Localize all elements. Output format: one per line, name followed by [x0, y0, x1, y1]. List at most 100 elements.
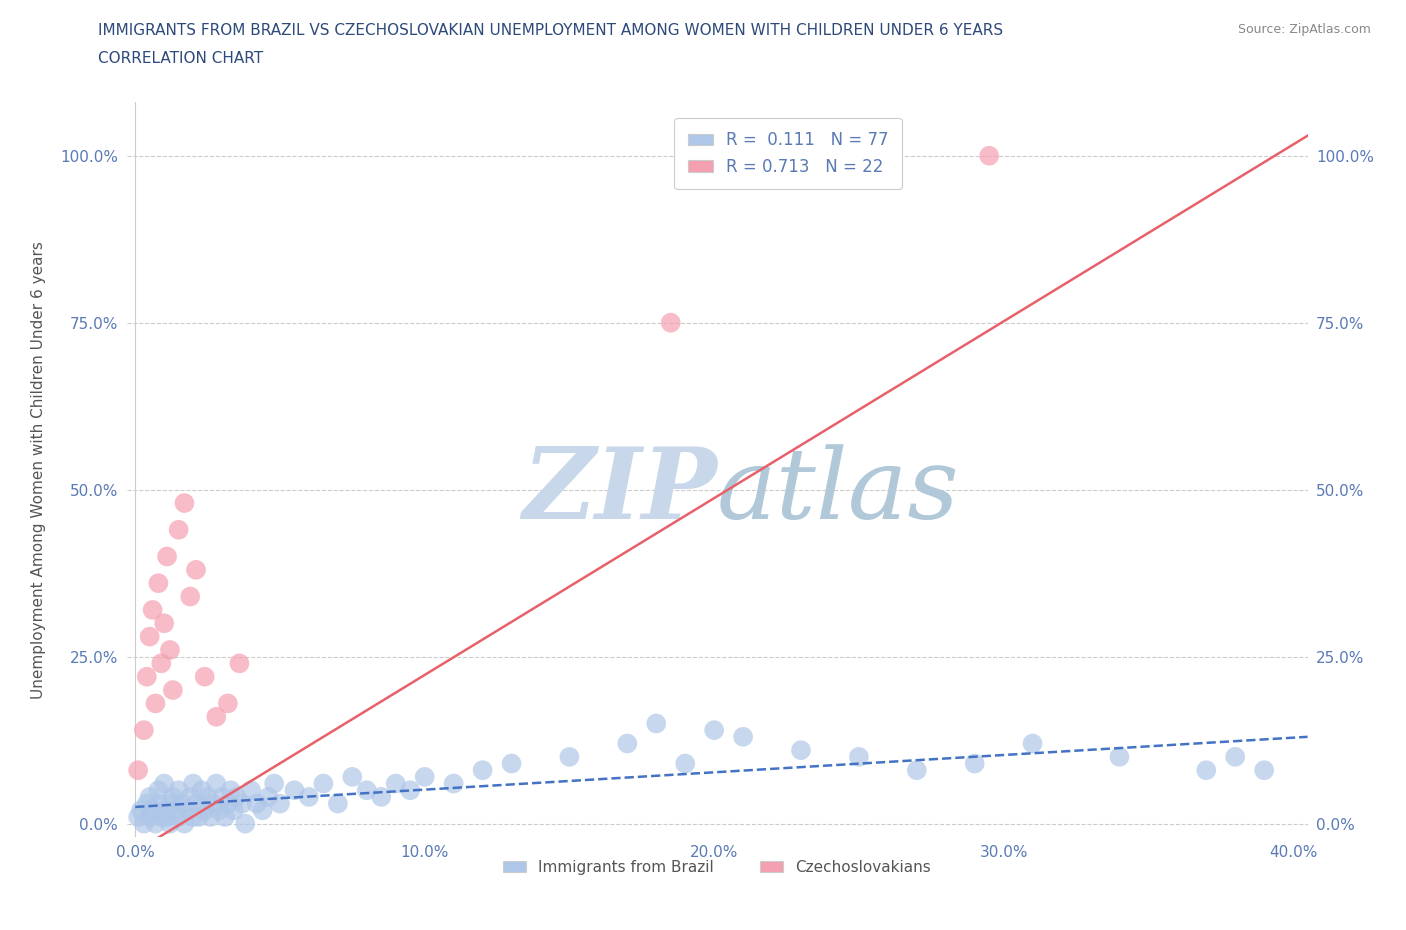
Point: [159, 643, 181, 658]
Point: [135, 670, 157, 684]
Point: [165, 803, 187, 817]
Point: [214, 809, 236, 824]
Point: [145, 696, 167, 711]
Point: [240, 783, 263, 798]
Point: [167, 809, 190, 824]
Point: [162, 683, 184, 698]
Point: [173, 496, 195, 511]
Point: [200, 809, 222, 824]
Point: [142, 603, 165, 618]
Point: [167, 523, 190, 538]
Point: [159, 817, 181, 831]
Text: IMMIGRANTS FROM BRAZIL VS CZECHOSLOVAKIAN UNEMPLOYMENT AMONG WOMEN WITH CHILDREN: IMMIGRANTS FROM BRAZIL VS CZECHOSLOVAKIA…: [98, 23, 1004, 38]
Point: [184, 796, 207, 811]
Point: [148, 576, 170, 591]
Point: [148, 783, 170, 798]
Point: [132, 723, 155, 737]
Point: [170, 796, 193, 811]
Point: [848, 750, 870, 764]
Point: [963, 756, 986, 771]
Point: [616, 736, 638, 751]
Point: [225, 790, 247, 804]
Text: Source: ZipAtlas.com: Source: ZipAtlas.com: [1237, 23, 1371, 36]
Point: [1253, 763, 1275, 777]
Point: [413, 769, 436, 784]
Point: [356, 783, 378, 798]
Point: [1108, 750, 1130, 764]
Point: [228, 656, 250, 671]
Point: [703, 723, 725, 737]
Point: [283, 783, 305, 798]
Point: [181, 809, 204, 824]
Point: [127, 809, 149, 824]
Point: [197, 790, 219, 804]
Point: [326, 796, 349, 811]
Point: [191, 783, 214, 798]
Point: [156, 809, 179, 824]
Point: [733, 729, 755, 744]
Point: [142, 803, 165, 817]
Point: [208, 803, 231, 817]
Point: [138, 809, 160, 824]
Point: [1021, 736, 1043, 751]
Point: [156, 549, 179, 564]
Point: [257, 790, 280, 804]
Point: [153, 616, 176, 631]
Point: [184, 563, 207, 578]
Point: [150, 809, 173, 824]
Point: [159, 796, 181, 811]
Point: [905, 763, 928, 777]
Point: [129, 803, 152, 817]
Point: [138, 790, 160, 804]
Point: [145, 817, 167, 831]
Point: [181, 777, 204, 791]
Point: [132, 817, 155, 831]
Y-axis label: Unemployment Among Women with Children Under 6 years: Unemployment Among Women with Children U…: [31, 241, 46, 698]
Point: [312, 777, 335, 791]
Point: [246, 796, 269, 811]
Point: [269, 796, 291, 811]
Point: [162, 790, 184, 804]
Point: [173, 817, 195, 831]
Point: [252, 803, 274, 817]
Point: [217, 696, 239, 711]
Point: [384, 777, 406, 791]
Point: [179, 790, 201, 804]
Point: [501, 756, 523, 771]
Point: [222, 803, 245, 817]
Point: [205, 710, 228, 724]
Text: atlas: atlas: [717, 444, 960, 539]
Point: [659, 315, 682, 330]
Point: [399, 783, 422, 798]
Point: [179, 589, 201, 604]
Point: [1225, 750, 1247, 764]
Legend: Immigrants from Brazil, Czechoslovakians: Immigrants from Brazil, Czechoslovakians: [498, 854, 936, 881]
Point: [153, 803, 176, 817]
Point: [219, 783, 242, 798]
Point: [298, 790, 321, 804]
Point: [150, 656, 173, 671]
Point: [558, 750, 581, 764]
Point: [135, 796, 157, 811]
Point: [138, 630, 160, 644]
Point: [979, 148, 1001, 163]
Point: [231, 796, 253, 811]
Point: [187, 809, 209, 824]
Point: [217, 796, 239, 811]
Point: [211, 790, 233, 804]
Point: [1195, 763, 1218, 777]
Point: [233, 817, 256, 831]
Point: [202, 796, 225, 811]
Text: CORRELATION CHART: CORRELATION CHART: [98, 51, 263, 66]
Point: [645, 716, 668, 731]
Point: [153, 777, 176, 791]
Point: [148, 796, 170, 811]
Point: [673, 756, 696, 771]
Point: [194, 803, 217, 817]
Point: [167, 783, 190, 798]
Point: [127, 763, 149, 777]
Point: [194, 670, 217, 684]
Text: ZIP: ZIP: [522, 444, 717, 540]
Point: [176, 803, 198, 817]
Point: [205, 777, 228, 791]
